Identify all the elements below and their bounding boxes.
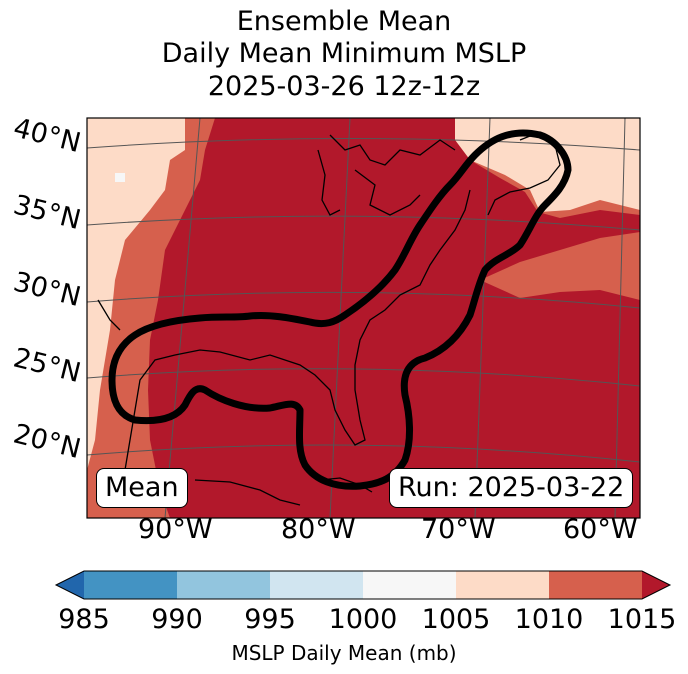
fill-1000-1005-patch [115,173,125,182]
colorbar-segment [363,571,457,599]
colorbar-tick-label: 1000 [328,604,398,635]
colorbar-tick-label: 1005 [421,604,491,635]
colorbar-extend-low [56,571,84,599]
lon-label-70: 70°W [421,514,496,545]
colorbar-segment [549,571,643,599]
run-label-box: Run: 2025-03-22 [389,468,634,508]
colorbar-tick-label: 985 [58,604,110,635]
mean-label-box: Mean [96,468,188,508]
fill-1005-1010-west [87,118,185,470]
colorbar-label: MSLP Daily Mean (mb) [231,641,457,665]
colorbar-extend-high [642,571,670,599]
colorbar-tick-label: 990 [151,604,203,635]
colorbar-segment [456,571,550,599]
colorbar-outline [54,570,672,600]
colorbar-tick-label: 995 [244,604,296,635]
title-line-3: 2025-03-26 12z-12z [207,71,481,102]
graticule [87,118,640,518]
colorbar-segment [84,571,178,599]
colorbar-tick-label: 1010 [514,604,584,635]
lon-label-80: 80°W [281,514,356,545]
title-line-2: Daily Mean Minimum MSLP [161,38,527,69]
colorbar-segment [270,571,364,599]
fill-1010-1015-east [480,232,640,300]
title-line-1: Ensemble Mean [236,6,452,37]
colorbar-tick-label: 1015 [607,604,677,635]
fill-above-1015 [148,118,640,518]
contour-outline [108,129,572,490]
colorbar-segment [177,571,271,599]
map-frame [86,117,641,519]
lon-label-60: 60°W [563,514,638,545]
lon-label-90: 90°W [138,514,213,545]
